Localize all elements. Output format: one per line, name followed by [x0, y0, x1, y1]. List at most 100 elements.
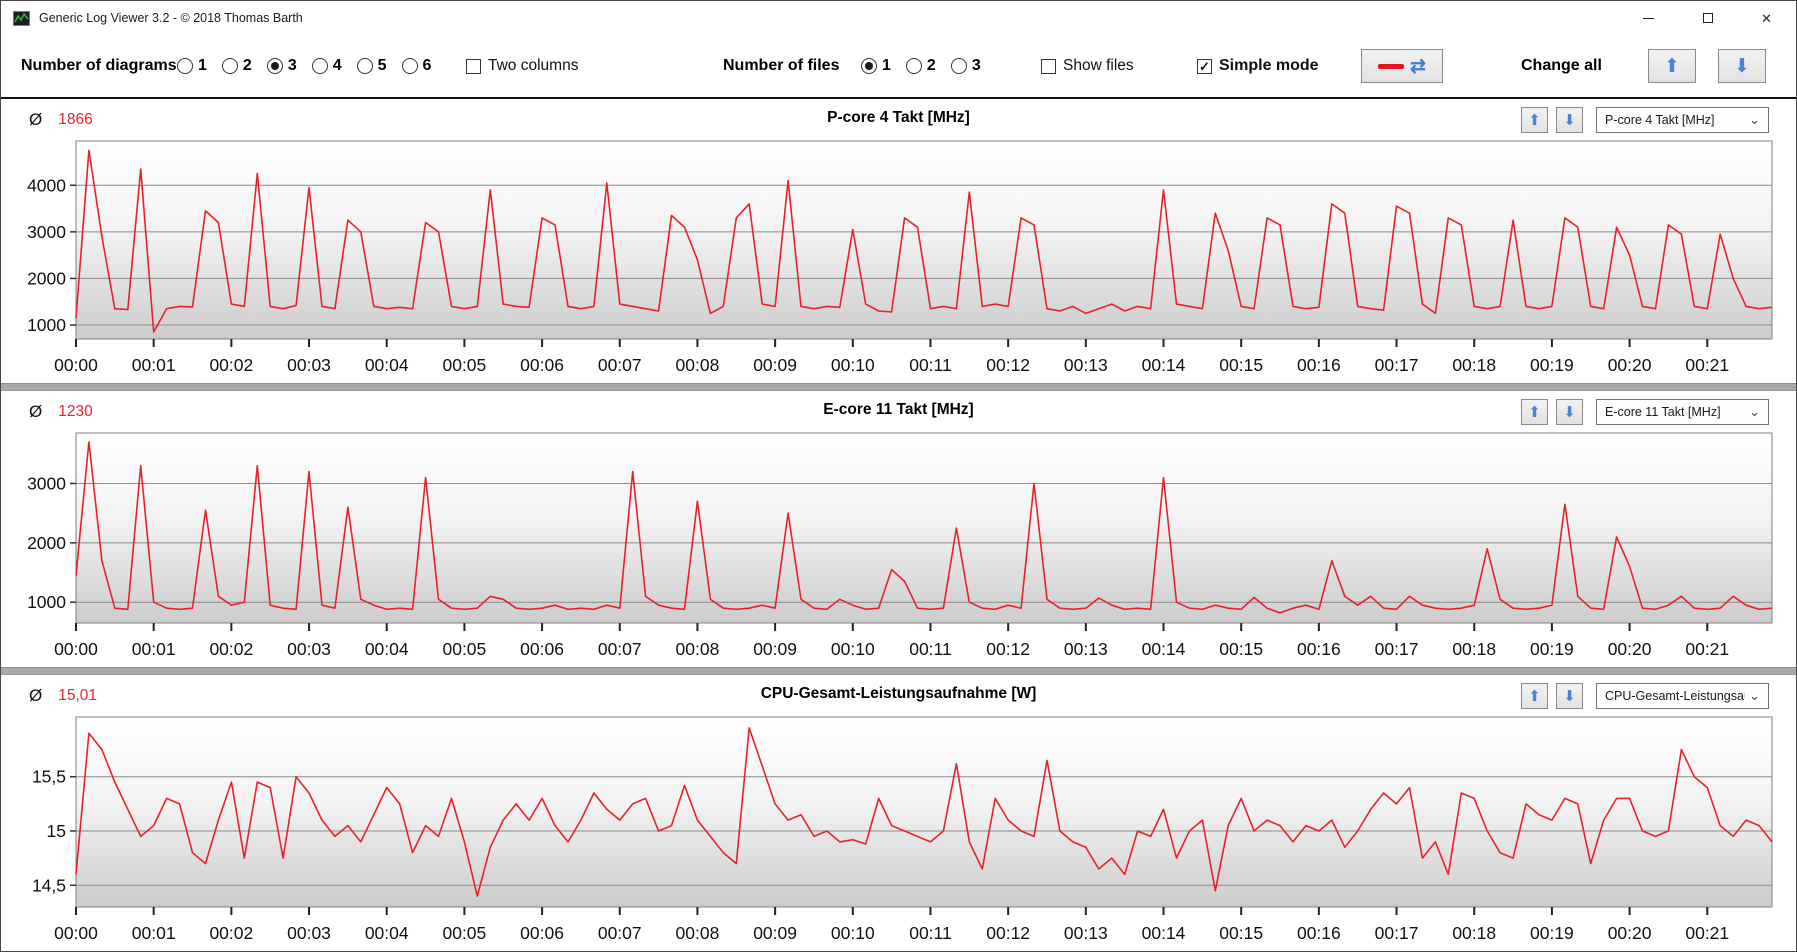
close-icon: ✕ [1761, 10, 1772, 26]
window-controls: ✕ [1619, 1, 1796, 35]
x-tick-label: 00:11 [909, 923, 952, 943]
x-tick-label: 00:16 [1297, 639, 1341, 659]
x-tick-label: 00:05 [442, 639, 486, 659]
x-tick-label: 00:15 [1219, 355, 1263, 375]
x-tick-label: 00:04 [365, 639, 409, 659]
metric-dropdown[interactable]: CPU-Gesamt-Leistungsau ⌄ [1596, 683, 1769, 709]
x-tick-label: 00:04 [365, 355, 409, 375]
chart-canvas-3: 14,5 15 15,5 00:00 00:01 00:02 00:03 00:04 00:05… [32, 716, 1773, 943]
x-tick-label: 00:02 [209, 639, 253, 659]
chart-title: P-core 4 Takt [MHz] [827, 109, 970, 126]
x-tick-label: 00:19 [1530, 355, 1574, 375]
line-style-refresh-button[interactable]: ⇄ [1361, 49, 1443, 83]
panel-2-controls: ⬆ ⬇ E-core 11 Takt [MHz] ⌄ [1521, 399, 1769, 425]
up-arrow-icon: ⬆ [1528, 404, 1541, 421]
refresh-arrows-icon: ⇄ [1410, 55, 1426, 77]
down-arrow-icon: ⬇ [1563, 404, 1576, 421]
maximize-button[interactable] [1678, 1, 1737, 35]
metric-dropdown[interactable]: E-core 11 Takt [MHz] ⌄ [1596, 399, 1769, 425]
x-tick-label: 00:05 [442, 923, 486, 943]
x-tick-label: 00:16 [1297, 923, 1341, 943]
diagrams-radio-5[interactable]: 5 [356, 57, 387, 75]
x-tick-label: 00:00 [54, 923, 98, 943]
panel-3-header: Ø 15,01 CPU-Gesamt-Leistungsaufnahme [W]… [1, 675, 1796, 711]
chevron-down-icon: ⌄ [1749, 688, 1760, 703]
simple-mode-checkbox[interactable]: Simple mode [1197, 57, 1319, 75]
x-tick-label: 00:08 [676, 355, 720, 375]
x-tick-label: 00:10 [831, 639, 875, 659]
radio-icon [177, 58, 193, 74]
radio-icon [905, 58, 922, 74]
move-up-button[interactable]: ⬆ [1521, 399, 1548, 425]
move-up-button[interactable]: ⬆ [1521, 107, 1548, 133]
move-up-button[interactable]: ⬆ [1521, 683, 1548, 709]
radio-icon [950, 58, 967, 74]
panel-1-controls: ⬆ ⬇ P-core 4 Takt [MHz] ⌄ [1521, 107, 1769, 133]
diagrams-radio-6[interactable]: 6 [401, 57, 431, 75]
x-tick-label: 00:20 [1608, 355, 1652, 375]
x-tick-label: 00:09 [753, 923, 797, 943]
down-arrow-icon: ⬇ [1563, 688, 1576, 705]
x-tick-label: 00:14 [1142, 923, 1186, 943]
minimize-icon [1643, 17, 1654, 19]
diagram-panel-2: Ø 1230 E-core 11 Takt [MHz] ⬆ ⬇ E-core 1… [1, 391, 1796, 667]
x-tick-label: 00:11 [909, 355, 952, 375]
diagrams-radio-group: 1 2 3 4 5 6 [177, 57, 431, 75]
x-tick-label: 00:04 [365, 923, 409, 943]
x-tick-label: 00:00 [54, 639, 98, 659]
x-tick-label: 00:09 [753, 639, 797, 659]
files-radio-2[interactable]: 2 [905, 57, 936, 75]
show-files-checkbox[interactable]: Show files [1041, 57, 1134, 75]
files-radio-1[interactable]: 1 [861, 57, 891, 75]
y-tick-label: 3000 [27, 473, 66, 493]
files-radio-3[interactable]: 3 [950, 57, 981, 75]
close-button[interactable]: ✕ [1737, 1, 1796, 35]
average-symbol: Ø [29, 686, 43, 705]
checkbox-icon [1041, 58, 1056, 74]
y-tick-label: 3000 [27, 222, 66, 242]
x-tick-label: 00:20 [1608, 639, 1652, 659]
files-radio-group: 1 2 3 [861, 57, 981, 75]
average-value: 1866 [58, 111, 93, 128]
x-tick-label: 00:01 [132, 639, 176, 659]
x-tick-label: 00:18 [1452, 355, 1496, 375]
up-arrow-icon: ⬆ [1528, 112, 1541, 129]
x-tick-label: 00:07 [598, 923, 642, 943]
maximize-icon [1702, 13, 1713, 23]
radio-icon [221, 58, 238, 74]
diagrams-radio-4[interactable]: 4 [311, 57, 342, 75]
x-tick-label: 00:13 [1064, 355, 1108, 375]
metric-dropdown[interactable]: P-core 4 Takt [MHz] ⌄ [1596, 107, 1769, 133]
x-tick-label: 00:20 [1608, 923, 1652, 943]
x-tick-label: 00:03 [287, 923, 331, 943]
diagram-panel-3: Ø 15,01 CPU-Gesamt-Leistungsaufnahme [W]… [1, 675, 1796, 951]
x-tick-label: 00:08 [676, 923, 720, 943]
diagrams-radio-2[interactable]: 2 [221, 57, 252, 75]
change-all-up-button[interactable]: ⬆ [1648, 49, 1696, 83]
average-symbol: Ø [29, 110, 43, 129]
two-columns-checkbox[interactable]: Two columns [466, 57, 578, 75]
y-tick-label: 15,5 [32, 767, 66, 787]
change-all-down-button[interactable]: ⬇ [1718, 49, 1766, 83]
move-down-button[interactable]: ⬇ [1556, 683, 1583, 709]
move-down-button[interactable]: ⬇ [1556, 107, 1583, 133]
x-tick-label: 00:01 [132, 355, 176, 375]
app-icon [13, 10, 30, 26]
data-series-line [75, 149, 1773, 333]
x-tick-label: 00:17 [1375, 355, 1419, 375]
checkbox-icon [466, 58, 481, 74]
data-series-line [75, 727, 1773, 897]
red-line-icon [1378, 63, 1405, 69]
diagrams-radio-1[interactable]: 1 [177, 57, 207, 75]
diagrams-radio-3[interactable]: 3 [266, 57, 297, 75]
x-tick-label: 00:07 [598, 355, 642, 375]
x-tick-label: 00:12 [986, 355, 1030, 375]
x-tick-label: 00:00 [54, 355, 98, 375]
plot-area [75, 432, 1773, 624]
minimize-button[interactable] [1619, 1, 1678, 35]
move-down-button[interactable]: ⬇ [1556, 399, 1583, 425]
x-tick-label: 00:03 [287, 355, 331, 375]
window-title: Generic Log Viewer 3.2 - © 2018 Thomas B… [39, 11, 303, 25]
x-tick-label: 00:19 [1530, 923, 1574, 943]
